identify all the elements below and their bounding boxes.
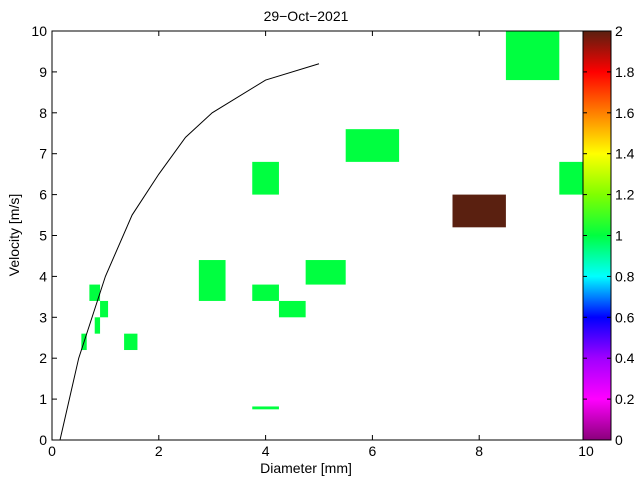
colorbar-tick-label: 0.4 bbox=[615, 350, 635, 366]
x-tick-label: 10 bbox=[578, 443, 594, 459]
colorbar-tick-label: 0 bbox=[615, 432, 623, 448]
y-tick-label: 10 bbox=[31, 23, 47, 39]
heatmap-cell bbox=[252, 161, 279, 195]
x-tick-label: 6 bbox=[369, 443, 377, 459]
x-tick-label: 4 bbox=[262, 443, 270, 459]
colorbar-tick-label: 1.2 bbox=[615, 187, 635, 203]
heatmap-cell bbox=[252, 284, 279, 301]
heatmap-cell bbox=[252, 406, 279, 410]
heatmap-cell bbox=[559, 161, 586, 195]
y-tick-label: 4 bbox=[39, 268, 47, 284]
fall-velocity-curve bbox=[59, 63, 320, 440]
y-tick-label: 8 bbox=[39, 105, 47, 121]
x-tick-label: 0 bbox=[48, 443, 56, 459]
heatmap-cell bbox=[505, 31, 560, 81]
heatmap-cell bbox=[305, 260, 346, 285]
x-tick-label: 8 bbox=[475, 443, 483, 459]
y-tick-label: 5 bbox=[39, 228, 47, 244]
colorbar-tick-label: 1.4 bbox=[615, 146, 635, 162]
colorbar-gradient bbox=[582, 30, 612, 441]
x-axis-label: Diameter [mm] bbox=[260, 460, 352, 476]
heatmap-cell bbox=[100, 300, 109, 318]
y-axis-ticks: 0 1 2 3 4 5 6 7 8 9 10 bbox=[31, 23, 57, 448]
colorbar-tick-label: 0.8 bbox=[615, 268, 635, 284]
y-tick-label: 0 bbox=[39, 432, 47, 448]
heatmap-cells bbox=[81, 31, 586, 410]
y-tick-label: 1 bbox=[39, 391, 47, 407]
y-axis-label: Velocity [m/s] bbox=[6, 194, 22, 276]
colorbar: 0 0.2 0.4 0.6 0.8 1 1.2 1.4 1.6 1.8 2 bbox=[582, 23, 635, 448]
colorbar-tick-label: 0.6 bbox=[615, 309, 635, 325]
reference-curve-layer bbox=[59, 63, 320, 440]
y-tick-label: 3 bbox=[39, 309, 47, 325]
colorbar-tick-label: 2 bbox=[615, 23, 623, 39]
y-tick-label: 6 bbox=[39, 187, 47, 203]
heatmap-cell bbox=[452, 194, 506, 228]
plot-frame bbox=[51, 30, 587, 441]
heatmap-cell bbox=[124, 333, 138, 351]
colorbar-tick-label: 1.6 bbox=[615, 105, 635, 121]
colorbar-ticks: 0 0.2 0.4 0.6 0.8 1 1.2 1.4 1.6 1.8 2 bbox=[583, 23, 635, 448]
chart-title: 29−Oct−2021 bbox=[264, 8, 349, 24]
heatmap-cell bbox=[345, 129, 400, 162]
x-axis-ticks: 0 2 4 6 8 10 bbox=[48, 31, 594, 459]
heatmap-cell bbox=[94, 317, 101, 334]
heatmap-cell bbox=[198, 260, 226, 301]
colorbar-tick-label: 1.8 bbox=[615, 64, 635, 80]
colorbar-tick-label: 0.2 bbox=[615, 391, 635, 407]
x-tick-label: 2 bbox=[155, 443, 163, 459]
heatmap-cell bbox=[89, 284, 101, 301]
y-tick-label: 7 bbox=[39, 146, 47, 162]
y-tick-label: 2 bbox=[39, 350, 47, 366]
heatmap-cell bbox=[278, 300, 306, 318]
y-tick-label: 9 bbox=[39, 64, 47, 80]
colorbar-tick-label: 1 bbox=[615, 228, 623, 244]
